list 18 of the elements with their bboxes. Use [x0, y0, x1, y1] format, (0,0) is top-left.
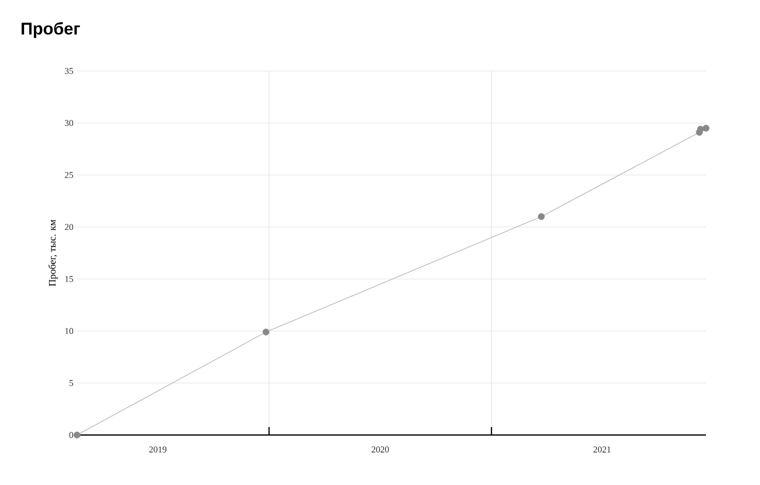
y-tick-label: 0	[69, 432, 74, 438]
point	[262, 328, 270, 336]
x-tick-label: 2021	[594, 446, 611, 453]
x-tick-label: 2020	[372, 446, 389, 453]
y-tick-label: 25	[64, 172, 74, 178]
y-tick-label: 20	[64, 224, 74, 230]
y-tick-label: 35	[64, 68, 74, 74]
y-axis-title: Пробег, тыс. км	[48, 220, 58, 286]
y-tick-label: 15	[65, 276, 74, 282]
y-tick-label: 5	[70, 380, 74, 386]
chart-title: Пробег	[22, 22, 80, 38]
y-tick-label: 30	[64, 120, 74, 126]
point	[702, 124, 710, 132]
point	[538, 213, 545, 220]
point	[697, 126, 704, 133]
x-tick-label: 2019	[149, 446, 166, 453]
point	[74, 432, 80, 438]
y-tick-label: 10	[65, 328, 74, 334]
